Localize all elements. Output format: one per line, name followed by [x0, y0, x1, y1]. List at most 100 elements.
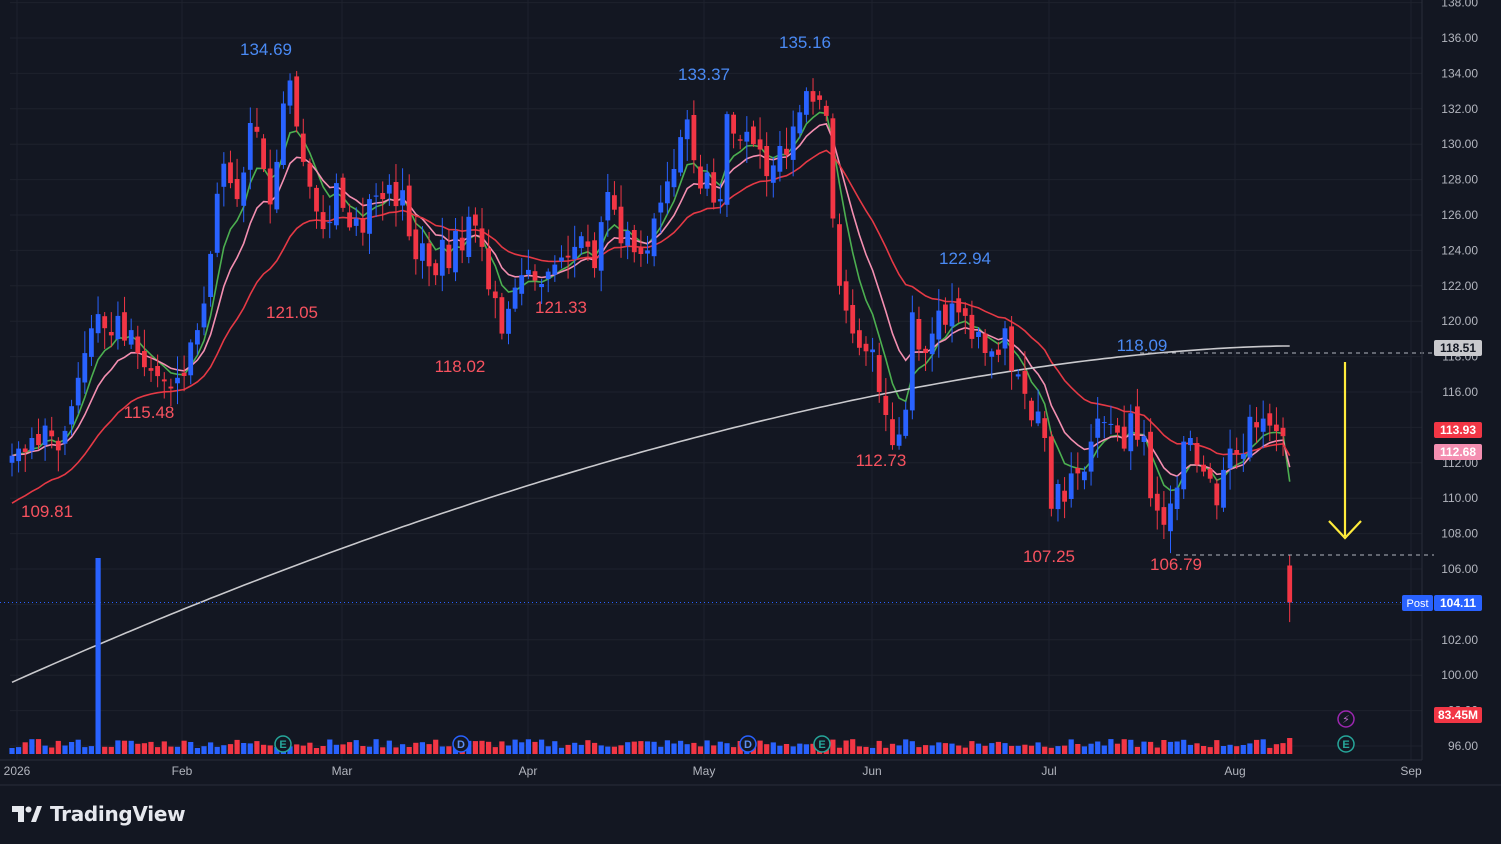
candle[interactable] [373, 183, 379, 218]
candle[interactable] [327, 205, 333, 239]
candle[interactable] [1287, 554, 1293, 623]
candle[interactable] [519, 258, 525, 306]
candle[interactable] [691, 100, 697, 174]
candle[interactable] [592, 232, 597, 278]
candle[interactable] [631, 224, 637, 263]
candle[interactable] [916, 306, 922, 361]
candle[interactable] [82, 331, 88, 394]
candle[interactable] [1101, 416, 1107, 439]
candle[interactable] [896, 417, 902, 450]
candle[interactable] [1082, 466, 1087, 490]
candle[interactable] [757, 117, 763, 169]
candle[interactable] [406, 174, 412, 241]
candle[interactable] [281, 91, 286, 169]
candle[interactable] [1121, 405, 1127, 452]
candle[interactable] [1247, 404, 1253, 462]
candle[interactable] [605, 173, 611, 237]
candle[interactable] [1274, 407, 1279, 452]
candle[interactable] [1154, 476, 1160, 530]
candle[interactable] [492, 280, 498, 319]
candle[interactable] [1201, 455, 1206, 477]
time-axis[interactable]: 2026 Feb Mar Apr May Jun Jul Aug Sep [0, 759, 1501, 786]
candle[interactable] [830, 113, 836, 228]
candle[interactable] [208, 251, 213, 307]
candle[interactable] [976, 327, 981, 349]
candle[interactable] [724, 111, 730, 217]
candle[interactable] [751, 120, 756, 147]
candle[interactable] [770, 156, 776, 198]
candle[interactable] [903, 401, 909, 439]
candle[interactable] [287, 73, 293, 114]
candle[interactable] [618, 185, 624, 258]
candle[interactable] [108, 312, 114, 348]
candle[interactable] [479, 208, 485, 262]
candle[interactable] [612, 181, 617, 215]
candle[interactable] [1174, 475, 1180, 521]
candle[interactable] [545, 268, 551, 293]
candle[interactable] [817, 91, 822, 110]
candle[interactable] [75, 362, 81, 414]
candle[interactable] [49, 416, 55, 449]
candle[interactable] [810, 78, 816, 115]
candle[interactable] [923, 345, 928, 372]
candle[interactable] [420, 226, 425, 279]
candle[interactable] [16, 441, 21, 473]
candle[interactable] [188, 339, 194, 385]
candle[interactable] [29, 427, 35, 460]
candle[interactable] [1068, 452, 1074, 508]
candle[interactable] [1108, 405, 1114, 435]
candle[interactable] [340, 173, 346, 212]
candle[interactable] [982, 329, 988, 366]
candle[interactable] [1062, 477, 1067, 519]
candle[interactable] [539, 278, 544, 304]
candle[interactable] [764, 132, 770, 197]
candle[interactable] [254, 107, 260, 138]
candle[interactable] [1188, 430, 1193, 451]
candle[interactable] [658, 185, 664, 234]
candle[interactable] [1267, 403, 1273, 442]
candle[interactable] [161, 372, 167, 399]
candle[interactable] [837, 213, 842, 295]
candle[interactable] [69, 399, 74, 436]
candle[interactable] [234, 158, 240, 207]
candle[interactable] [936, 289, 942, 358]
candle[interactable] [42, 418, 48, 461]
candle[interactable] [737, 134, 743, 150]
candle[interactable] [1035, 389, 1041, 427]
candle[interactable] [890, 402, 895, 450]
candle[interactable] [393, 164, 399, 227]
candle[interactable] [1260, 400, 1266, 449]
candle[interactable] [486, 229, 491, 296]
candle[interactable] [386, 174, 392, 206]
candle[interactable] [857, 318, 862, 356]
candle[interactable] [526, 249, 531, 280]
candle[interactable] [267, 149, 273, 224]
candle[interactable] [1055, 479, 1061, 522]
candle[interactable] [426, 231, 432, 287]
candle[interactable] [949, 283, 955, 343]
candle[interactable] [1128, 404, 1134, 471]
dividend-marker[interactable]: D [739, 735, 757, 753]
candle[interactable] [261, 134, 266, 173]
candle[interactable] [1280, 417, 1286, 456]
candle[interactable] [883, 378, 889, 432]
candle[interactable] [969, 300, 975, 349]
candle[interactable] [115, 301, 121, 350]
candle[interactable] [1221, 457, 1226, 512]
candle[interactable] [360, 197, 366, 246]
candle[interactable] [1042, 411, 1048, 452]
candle[interactable] [1240, 433, 1246, 472]
candle[interactable] [731, 111, 736, 149]
event-markers[interactable]: E D D E E ⚡ [274, 710, 1355, 753]
candle[interactable] [1148, 418, 1153, 507]
candlestick-series[interactable] [9, 71, 1293, 623]
candle[interactable] [55, 437, 61, 472]
candle[interactable] [221, 152, 227, 207]
candle[interactable] [645, 235, 650, 264]
candle[interactable] [201, 286, 207, 336]
candle[interactable] [717, 183, 723, 214]
candle[interactable] [804, 87, 809, 123]
candle[interactable] [353, 207, 359, 236]
candle[interactable] [135, 325, 141, 369]
